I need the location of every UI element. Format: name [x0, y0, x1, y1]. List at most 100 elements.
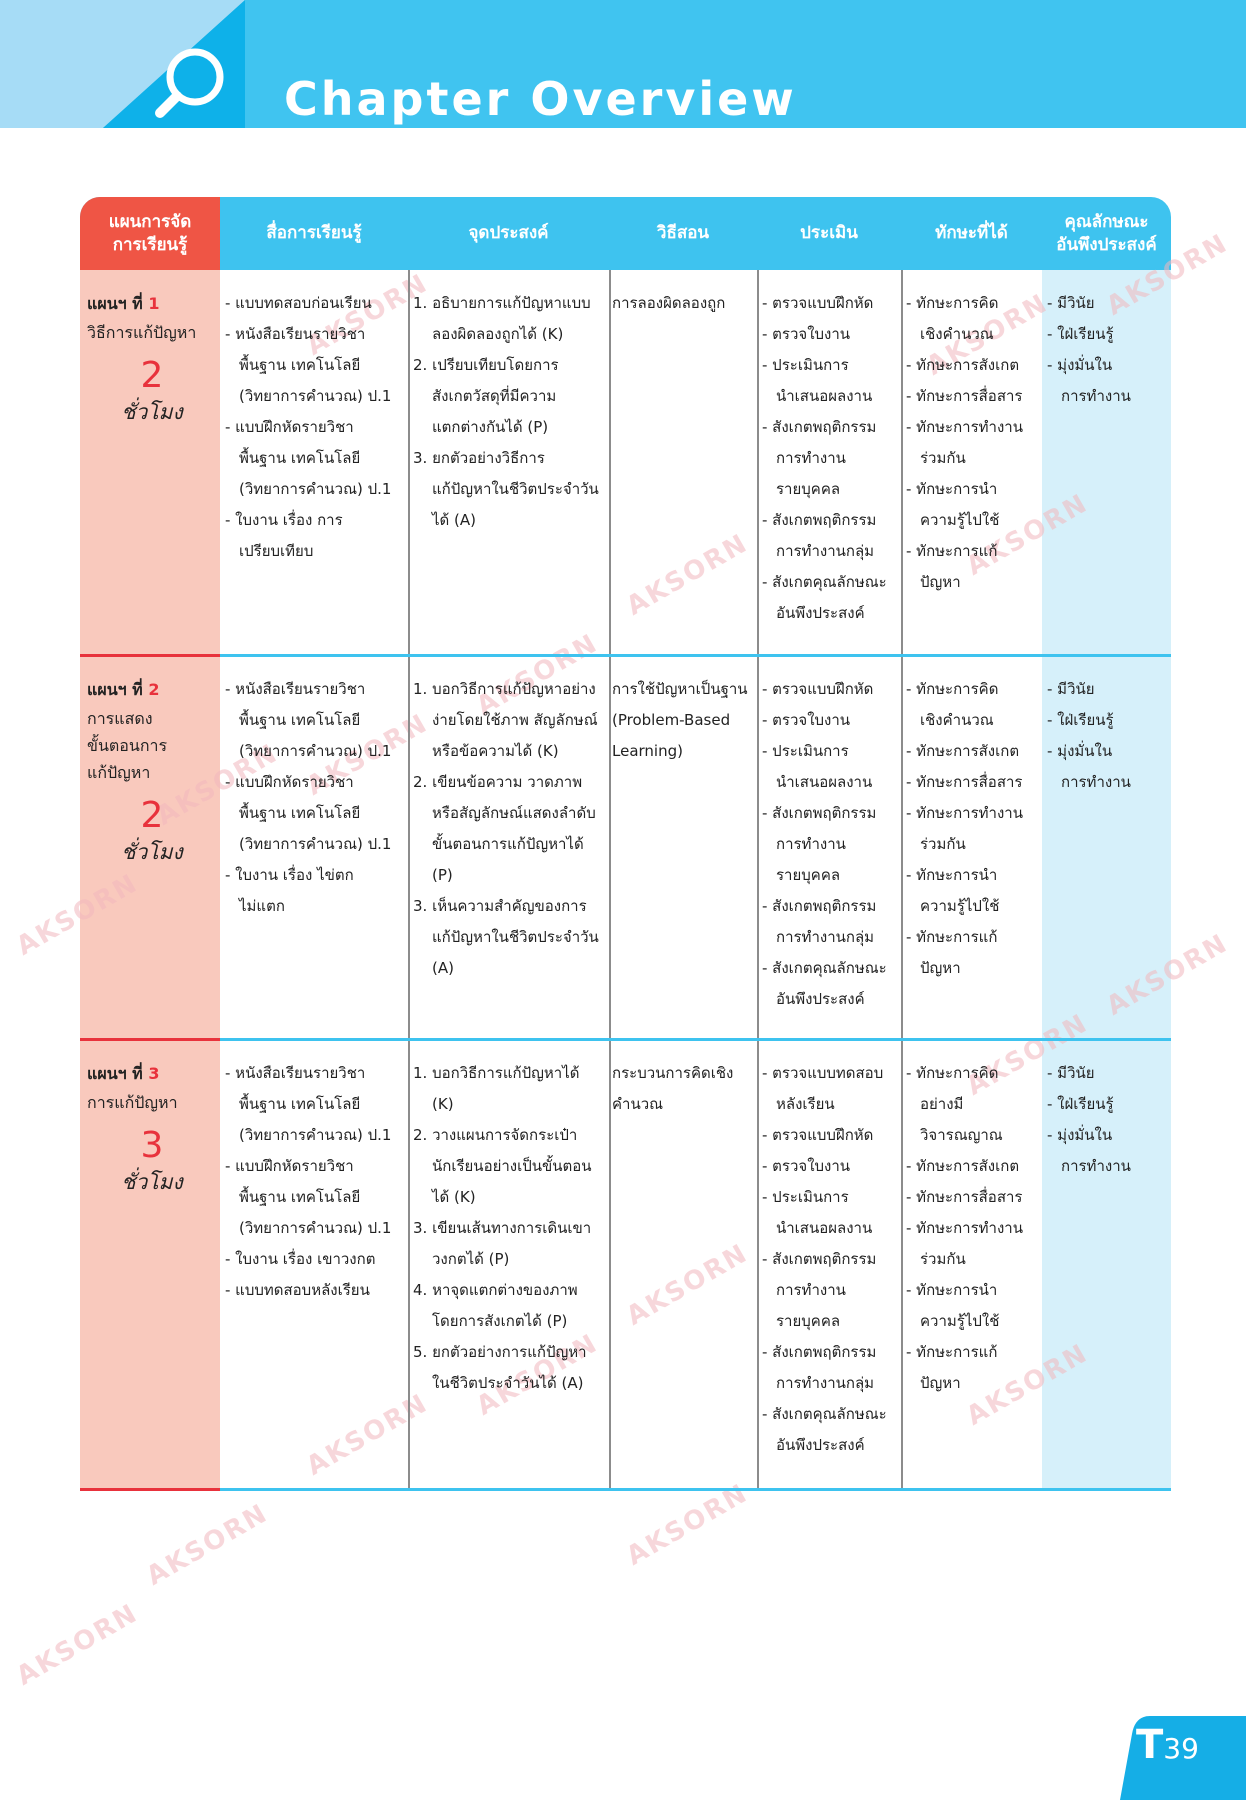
assessment-line: - สังเกตพฤติกรรม — [762, 804, 877, 822]
header-cell: จุดประสงค์ — [408, 197, 609, 270]
watermark: AKSORN — [621, 1238, 754, 1332]
assessment-line: - สังเกตคุณลักษณะ — [762, 1405, 887, 1423]
header-cell: แผนการจัด การเรียนรู้ — [80, 197, 220, 270]
media-line: (วิทยาการคำนวณ) ป.1 — [239, 1126, 392, 1144]
header-cell: วิธีสอน — [609, 197, 757, 270]
assessment-line: - ประเมินการ — [762, 1188, 849, 1206]
objectives-line: โดยการสังเกตได้ (P) — [432, 1312, 568, 1330]
skills-line: เชิงคำนวณ — [920, 711, 994, 729]
assessment-line: - สังเกตพฤติกรรม — [762, 1250, 877, 1268]
assessment-line: - สังเกตพฤติกรรม — [762, 897, 877, 915]
media-line: (วิทยาการคำนวณ) ป.1 — [239, 835, 392, 853]
media-line: (วิทยาการคำนวณ) ป.1 — [239, 387, 392, 405]
skills-line: ร่วมกัน — [920, 1250, 966, 1268]
assessment-line: รายบุคคล — [776, 1312, 841, 1330]
watermark: AKSORN — [141, 1498, 274, 1592]
assessment-line: - ตรวจใบงาน — [762, 1157, 851, 1175]
assessment-line: รายบุคคล — [776, 866, 841, 884]
objectives-line: วงกตได้ (P) — [432, 1250, 510, 1268]
attributes-cell: - มีวินัย - ใฝ่เรียนรู้ - มุ่งมั่นใน การทำง… — [1047, 288, 1170, 412]
assessment-line: - สังเกตพฤติกรรม — [762, 1343, 877, 1361]
attributes-line: การทำงาน — [1061, 387, 1131, 405]
skills-line: ปัญหา — [920, 959, 961, 977]
chapter-title: Chapter Overview — [284, 72, 797, 126]
plan-name: การแก้ปัญหา — [87, 1093, 178, 1112]
skills-line: - ทักษะการสื่อสาร — [906, 1188, 1023, 1206]
assessment-line: การทำงาน — [776, 1281, 846, 1299]
header-cell: คุณลักษณะ อันพึงประสงค์ — [1042, 197, 1171, 270]
attributes-line: - มีวินัย — [1047, 680, 1095, 698]
skills-line: - ทักษะการทำงาน — [906, 804, 1023, 822]
page-prefix: T — [1136, 1722, 1164, 1768]
header-text: อันพึงประสงค์ — [1056, 234, 1157, 255]
objectives-line: แก้ปัญหาในชีวิตประจำวัน — [432, 928, 599, 946]
plan-cell: แผนฯ ที่ 3 การแก้ปัญหา 3 ชั่วโมง — [87, 1058, 217, 1196]
plan-label: แผนฯ ที่ 1 — [87, 288, 217, 319]
objectives-cell: 1. บอกวิธีการแก้ปัญหาได้ (K) 2. วางแผนการจ… — [413, 1058, 608, 1399]
plan-cell: แผนฯ ที่ 2 การแสดง ขั้นตอนการ แก้ปัญหา 2 ชั่ว… — [87, 674, 217, 866]
skills-line: ร่วมกัน — [920, 835, 966, 853]
media-line: พื้นฐาน เทคโนโลยี — [239, 711, 361, 729]
assessment-line: การทำงาน — [776, 449, 846, 467]
plan-cell: แผนฯ ที่ 1 วิธีการแก้ปัญหา 2 ชั่วโมง — [87, 288, 217, 426]
skills-line: - ทักษะการนำ — [906, 1281, 998, 1299]
watermark: AKSORN — [301, 1388, 434, 1482]
assessment-line: - ประเมินการ — [762, 356, 849, 374]
assessment-line: - ตรวจใบงาน — [762, 325, 851, 343]
assessment-line: หลังเรียน — [776, 1095, 835, 1113]
header-band — [0, 0, 1246, 128]
method-cell: กระบวนการคิดเชิง คำนวณ — [612, 1058, 754, 1120]
plan-number: 3 — [148, 1064, 160, 1083]
attributes-line: - มีวินัย — [1047, 294, 1095, 312]
assessment-line: นำเสนอผลงาน — [776, 1219, 873, 1237]
media-cell: - หนังสือเรียนรายวิชา พื้นฐาน เทคโนโลยี (ว… — [225, 674, 407, 922]
skills-line: ปัญหา — [920, 573, 961, 591]
plan-name: ขั้นตอนการ — [87, 736, 168, 755]
row-divider-plan — [80, 1488, 220, 1491]
media-line: พื้นฐาน เทคโนโลยี — [239, 449, 361, 467]
header-text: สื่อการเรียนรู้ — [266, 223, 362, 243]
media-line: - ใบงาน เรื่อง เขาวงกต — [225, 1250, 376, 1268]
assessment-line: - สังเกตคุณลักษณะ — [762, 573, 887, 591]
objectives-line: 2. เขียนข้อความ วาดภาพ — [413, 773, 583, 791]
row-divider — [220, 1488, 1171, 1491]
attribute-column-bg — [1042, 270, 1171, 1490]
media-line: พื้นฐาน เทคโนโลยี — [239, 1188, 361, 1206]
watermark: AKSORN — [621, 528, 754, 622]
header-text: แผนการจัด — [108, 211, 192, 232]
plan-hours: 3 — [140, 1125, 164, 1166]
watermark: AKSORN — [11, 1598, 144, 1692]
objectives-line: 2. วางแผนการจัดกระเป๋า — [413, 1126, 578, 1144]
page-tab — [1120, 1716, 1246, 1800]
plan-number: 2 — [148, 680, 160, 699]
media-line: - แบบฝึกหัดรายวิชา — [225, 418, 354, 436]
plan-unit: ชั่วโมง — [121, 840, 183, 864]
objectives-line: แตกต่างกันได้ (P) — [432, 418, 549, 436]
header-text: คุณลักษณะ — [1064, 211, 1149, 232]
objectives-line: สังเกตวัสดุที่มีความ — [432, 387, 557, 405]
media-line: ไม่แตก — [239, 897, 285, 915]
plan-label-text: แผนฯ ที่ — [87, 294, 143, 313]
attributes-line: - มุ่งมั่นใน — [1047, 356, 1113, 374]
method-line: กระบวนการคิดเชิง — [612, 1064, 734, 1082]
method-line: Learning) — [612, 742, 683, 760]
assessment-line: นำเสนอผลงาน — [776, 773, 873, 791]
row-divider — [220, 1038, 1171, 1041]
column-divider — [757, 270, 759, 1490]
plan-name: การแสดง — [87, 709, 153, 728]
assessment-cell: - ตรวจแบบฝึกหัด - ตรวจใบงาน - ประเมินการ นำ… — [762, 288, 900, 629]
assessment-line: - ตรวจแบบฝึกหัด — [762, 680, 874, 698]
assessment-line: - ประเมินการ — [762, 742, 849, 760]
assessment-cell: - ตรวจแบบฝึกหัด - ตรวจใบงาน - ประเมินการ นำ… — [762, 674, 900, 1015]
skills-line: - ทักษะการแก้ — [906, 928, 998, 946]
plan-column-bg — [80, 270, 220, 1490]
objectives-line: ขั้นตอนการแก้ปัญหาได้ — [432, 835, 584, 853]
assessment-line: - ตรวจแบบฝึกหัด — [762, 1126, 874, 1144]
skills-line: วิจารณญาณ — [920, 1126, 1003, 1144]
skills-line: - ทักษะการทำงาน — [906, 1219, 1023, 1237]
media-line: - แบบทดสอบหลังเรียน — [225, 1281, 370, 1299]
skills-line: ความรู้ไปใช้ — [920, 511, 1000, 529]
attributes-line: - มุ่งมั่นใน — [1047, 742, 1113, 760]
